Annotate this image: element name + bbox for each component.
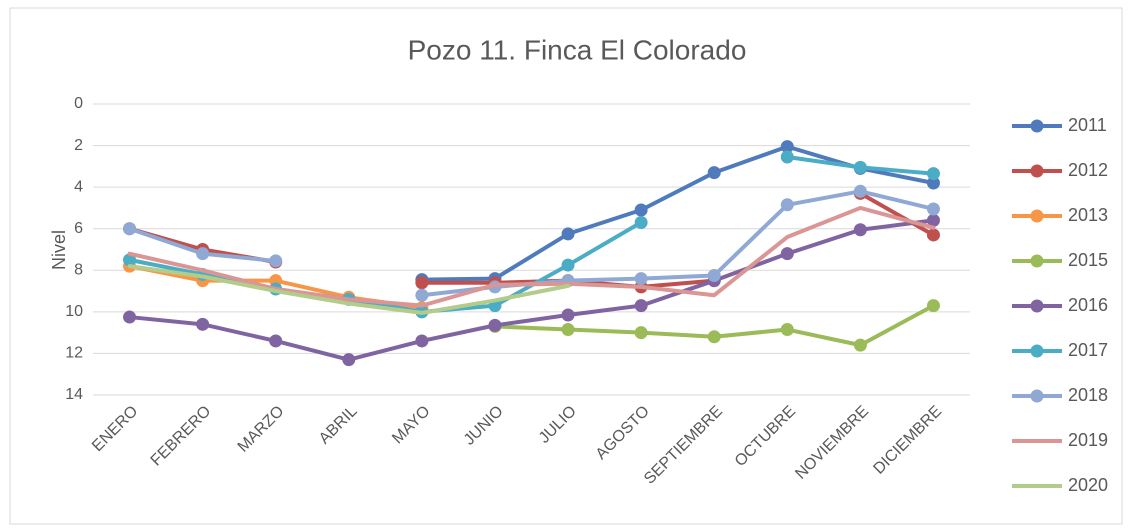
data-point (123, 222, 137, 236)
data-point (123, 253, 137, 267)
data-point (853, 184, 867, 198)
data-point (269, 254, 283, 268)
y-tick-label: 14 (65, 386, 83, 403)
data-point (561, 308, 575, 322)
legend-label: 2013 (1068, 205, 1108, 225)
legend-label: 2016 (1068, 295, 1108, 315)
legend-label: 2015 (1068, 250, 1108, 270)
legend-marker (1030, 254, 1044, 268)
data-point (707, 330, 721, 344)
data-point (780, 198, 794, 212)
data-point (780, 140, 794, 154)
data-point (415, 288, 429, 302)
legend-marker (1030, 389, 1044, 403)
data-point (926, 213, 940, 227)
y-tick-label: 4 (74, 178, 83, 195)
data-point (269, 334, 283, 348)
data-point (561, 258, 575, 272)
data-point (634, 272, 648, 286)
data-point (634, 215, 648, 229)
chart-title: Pozo 11. Finca El Colorado (408, 34, 747, 65)
legend-label: 2012 (1068, 160, 1108, 180)
data-point (707, 166, 721, 180)
data-point (926, 202, 940, 216)
legend-marker (1030, 299, 1044, 313)
legend-label: 2020 (1068, 475, 1108, 495)
data-point (415, 334, 429, 348)
y-tick-label: 6 (74, 220, 83, 237)
data-point (342, 353, 356, 367)
y-tick-label: 0 (74, 95, 83, 112)
data-point (196, 247, 210, 261)
data-point (780, 323, 794, 337)
y-tick-label: 10 (65, 303, 83, 320)
series-line (127, 205, 936, 308)
y-tick-label: 12 (65, 345, 83, 362)
series-line (127, 264, 571, 315)
data-point (707, 268, 721, 282)
data-point (415, 276, 429, 290)
legend-marker (1030, 164, 1044, 178)
data-point (561, 323, 575, 337)
data-point (926, 176, 940, 190)
legend-label: 2019 (1068, 430, 1108, 450)
y-tick-label: 8 (74, 262, 83, 279)
data-point (926, 299, 940, 313)
data-point (196, 317, 210, 331)
legend-marker (1030, 209, 1044, 223)
legend-marker (1030, 344, 1044, 358)
data-point (123, 310, 137, 324)
data-point (488, 318, 502, 332)
data-point (634, 326, 648, 340)
data-point (853, 223, 867, 237)
data-point (926, 167, 940, 181)
y-tick-label: 2 (74, 137, 83, 154)
data-point (780, 247, 794, 261)
legend-label: 2018 (1068, 385, 1108, 405)
series-line (127, 218, 936, 362)
data-point (561, 227, 575, 241)
legend-label: 2017 (1068, 340, 1108, 360)
data-point (780, 150, 794, 164)
legend-label: 2011 (1068, 115, 1107, 135)
legend-marker (1030, 119, 1044, 133)
data-point (634, 299, 648, 313)
data-point (926, 228, 940, 242)
y-axis-label: Nivel (49, 230, 69, 270)
data-point (853, 160, 867, 174)
data-point (853, 338, 867, 352)
data-point (634, 203, 648, 217)
